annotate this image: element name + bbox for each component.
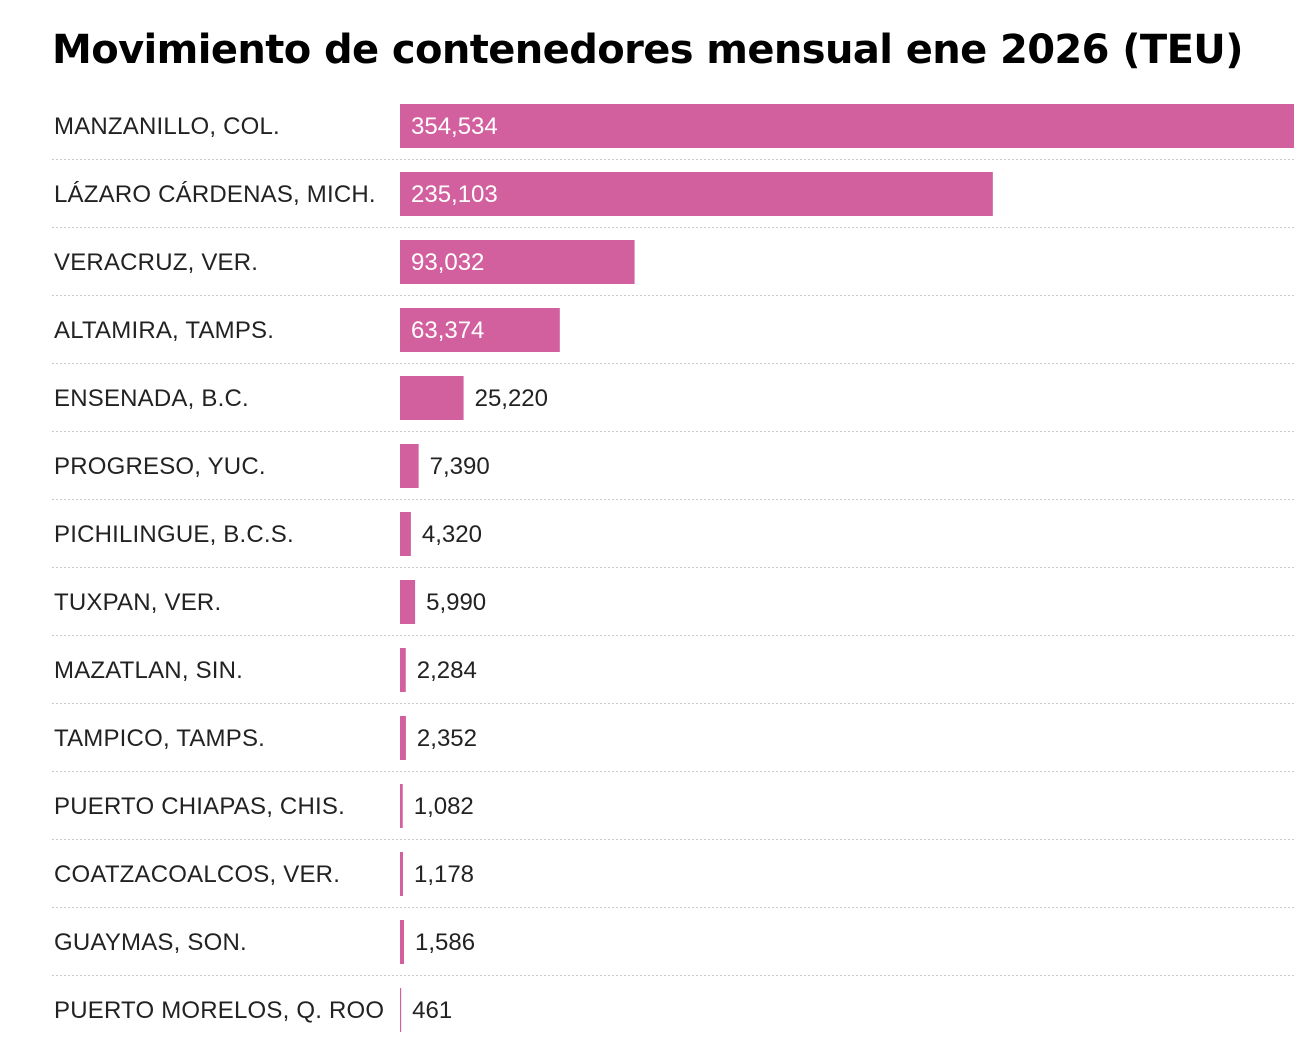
value-label: 235,103 (411, 181, 498, 208)
row-label: VERACRUZ, VER. (54, 249, 258, 276)
value-label: 1,082 (414, 793, 474, 820)
bar (400, 376, 464, 420)
row-label: GUAYMAS, SON. (54, 929, 247, 956)
value-label: 1,178 (414, 861, 474, 888)
bar (400, 784, 403, 828)
bar (400, 104, 1294, 148)
bar (400, 444, 419, 488)
bar (400, 852, 403, 896)
bar (400, 172, 993, 216)
row-label: MANZANILLO, COL. (54, 113, 280, 140)
chart-rows: MANZANILLO, COL. 354,534 LÁZARO CÁRDENAS, … (52, 104, 1294, 1032)
value-label: 63,374 (411, 317, 484, 344)
value-label: 1,586 (415, 929, 475, 956)
bar (400, 580, 416, 624)
row-label: TAMPICO, TAMPS. (54, 725, 265, 752)
bar (400, 512, 411, 556)
value-label: 2,284 (417, 657, 477, 684)
chart-title: Movimiento de contenedores mensual ene 2… (52, 27, 1243, 73)
row-label: PROGRESO, YUC. (54, 453, 266, 480)
row-label: ENSENADA, B.C. (54, 385, 249, 412)
row-label: LÁZARO CÁRDENAS, MICH. (54, 181, 376, 208)
value-label: 354,534 (411, 113, 498, 140)
bar (400, 716, 406, 760)
row-label: TUXPAN, VER. (54, 589, 221, 616)
value-label: 461 (412, 997, 452, 1024)
bar (400, 308, 560, 352)
row-label: ALTAMIRA, TAMPS. (54, 317, 274, 344)
value-label: 93,032 (411, 249, 484, 276)
row-label: PUERTO CHIAPAS, CHIS. (54, 793, 345, 820)
bar (400, 648, 406, 692)
value-label: 5,990 (426, 589, 486, 616)
value-label: 25,220 (475, 385, 548, 412)
value-label: 2,352 (417, 725, 477, 752)
value-label: 4,320 (422, 521, 482, 548)
row-label: COATZACOALCOS, VER. (54, 861, 340, 888)
bar (400, 988, 402, 1032)
value-label: 7,390 (430, 453, 490, 480)
bar (400, 240, 635, 284)
row-label: PUERTO MORELOS, Q. ROO (54, 997, 384, 1024)
row-label: PICHILINGUE, B.C.S. (54, 521, 294, 548)
bar (400, 920, 404, 964)
row-label: MAZATLAN, SIN. (54, 657, 243, 684)
